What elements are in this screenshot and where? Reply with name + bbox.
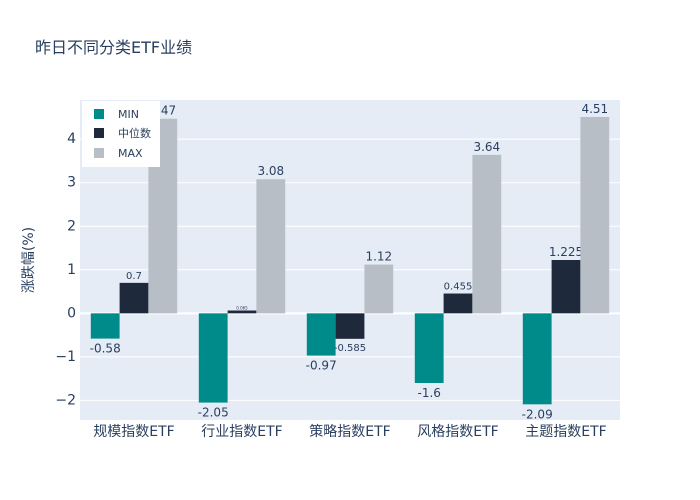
legend[interactable]: MIN 中位数 MAX [82,101,160,167]
bar [90,313,120,339]
data-label: 0.065 [236,306,248,311]
data-label: 3.64 [473,140,500,154]
bar [414,313,444,383]
legend-item-median[interactable]: 中位数 [94,125,151,141]
bar [227,310,257,314]
y-tick-label: 2 [67,218,76,234]
data-label: -1.6 [417,386,440,400]
data-label: -2.09 [522,407,553,421]
bar [472,154,502,314]
y-tick-label: 0 [67,305,76,321]
data-label: -0.585 [334,343,366,354]
chart-title: 昨日不同分类ETF业绩 [35,38,193,57]
y-tick-label: −2 [55,392,76,408]
bar [335,313,365,339]
bar [364,264,394,314]
data-label: 0.7 [126,271,142,282]
x-tick-label: 规模指数ETF [93,424,174,440]
x-tick-label: 风格指数ETF [417,424,498,440]
legend-label-min: MIN [118,107,139,121]
bar [306,313,336,356]
legend-swatch-min [94,109,104,119]
y-tick-label: 1 [67,262,76,278]
data-label: -0.97 [306,359,337,373]
bar [551,260,581,314]
y-tick-label: 3 [67,175,76,191]
legend-swatch-median [94,128,104,138]
y-tick-label: −1 [55,349,76,365]
data-label: -0.58 [90,342,121,356]
bar [198,313,228,403]
x-tick-label: 主题指数ETF [525,424,606,440]
bar [443,293,473,314]
data-label: 3.08 [257,164,284,178]
legend-label-max: MAX [118,146,143,160]
legend-item-min[interactable]: MIN [94,106,139,122]
bar [522,313,552,405]
data-label: 1.12 [365,250,392,264]
legend-swatch-max [94,148,104,158]
y-tick-label: 4 [67,131,76,147]
data-label: 1.225 [549,245,583,259]
data-label: 4.51 [581,102,608,116]
data-label: -2.05 [198,406,229,420]
bar [580,116,610,314]
x-tick-label: 策略指数ETF [309,423,390,440]
legend-item-max[interactable]: MAX [94,145,143,161]
x-tick-label: 行业指数ETF [201,424,282,440]
bar [119,282,149,314]
bar [256,179,286,314]
legend-label-median: 中位数 [118,127,151,140]
data-label: 0.455 [444,282,473,293]
